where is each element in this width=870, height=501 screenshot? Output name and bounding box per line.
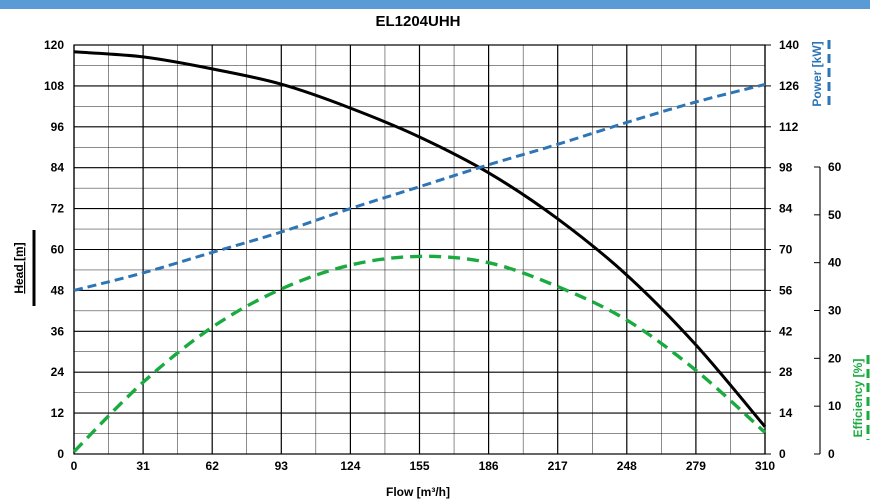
head-curve <box>73 50 767 428</box>
head-tick-label: 120 <box>44 38 64 52</box>
power-tick-label: 70 <box>779 243 793 257</box>
power-tick-label: 140 <box>779 38 799 52</box>
head-tick-label: 12 <box>51 406 65 420</box>
power-tick-label: 14 <box>779 406 793 420</box>
efficiency-tick-label: 10 <box>828 399 842 413</box>
x-tick-label: 31 <box>136 459 150 473</box>
x-tick-label: 0 <box>71 459 78 473</box>
efficiency-axis-label: Efficiency [%] <box>851 359 865 438</box>
power-tick-label: 98 <box>779 161 793 175</box>
top-accent-bar <box>0 0 870 9</box>
x-tick-label: 93 <box>275 459 289 473</box>
power-tick-label: 56 <box>779 283 793 297</box>
efficiency-tick-label: 20 <box>828 351 842 365</box>
head-tick-label: 108 <box>44 79 64 93</box>
series-layer <box>72 50 767 453</box>
head-tick-label: 96 <box>51 120 65 134</box>
power-tick-label: 42 <box>779 324 793 338</box>
head-axis-label: Head [m] <box>12 242 26 293</box>
head-tick-label: 24 <box>51 365 65 379</box>
head-tick-label: 36 <box>51 324 65 338</box>
power-tick-label: 112 <box>779 120 799 134</box>
grid <box>73 44 766 455</box>
x-axis-label: Flow [m³/h] <box>386 485 450 499</box>
power-tick-label: 126 <box>779 79 799 93</box>
efficiency-tick-label: 60 <box>828 160 842 174</box>
axes: 0 31 62 93 124 155 186 217 248 279 310 0 12 24 36 48 60 7… <box>32 38 870 473</box>
power-tick-label: 0 <box>779 447 786 461</box>
x-tick-label: 62 <box>206 459 220 473</box>
efficiency-tick-label: 0 <box>828 447 835 461</box>
head-tick-label: 72 <box>51 202 65 216</box>
x-tick-label: 217 <box>548 459 568 473</box>
x-tick-label: 155 <box>409 459 429 473</box>
x-tick-label: 186 <box>479 459 499 473</box>
x-tick-label: 124 <box>340 459 360 473</box>
head-tick-label: 48 <box>51 283 65 297</box>
efficiency-tick-label: 50 <box>828 208 842 222</box>
efficiency-tick-label: 40 <box>828 256 842 270</box>
head-tick-label: 60 <box>51 243 65 257</box>
efficiency-curve <box>72 254 767 453</box>
power-axis-label: Power [kW] <box>810 41 824 106</box>
x-tick-label: 279 <box>686 459 706 473</box>
x-tick-label: 310 <box>755 459 775 473</box>
power-tick-label: 84 <box>779 202 793 216</box>
chart-title: EL1204UHH <box>375 13 460 30</box>
head-tick-label: 0 <box>57 447 64 461</box>
head-tick-label: 84 <box>51 161 65 175</box>
x-tick-label: 248 <box>617 459 637 473</box>
power-tick-label: 28 <box>779 365 793 379</box>
efficiency-tick-label: 30 <box>828 304 842 318</box>
